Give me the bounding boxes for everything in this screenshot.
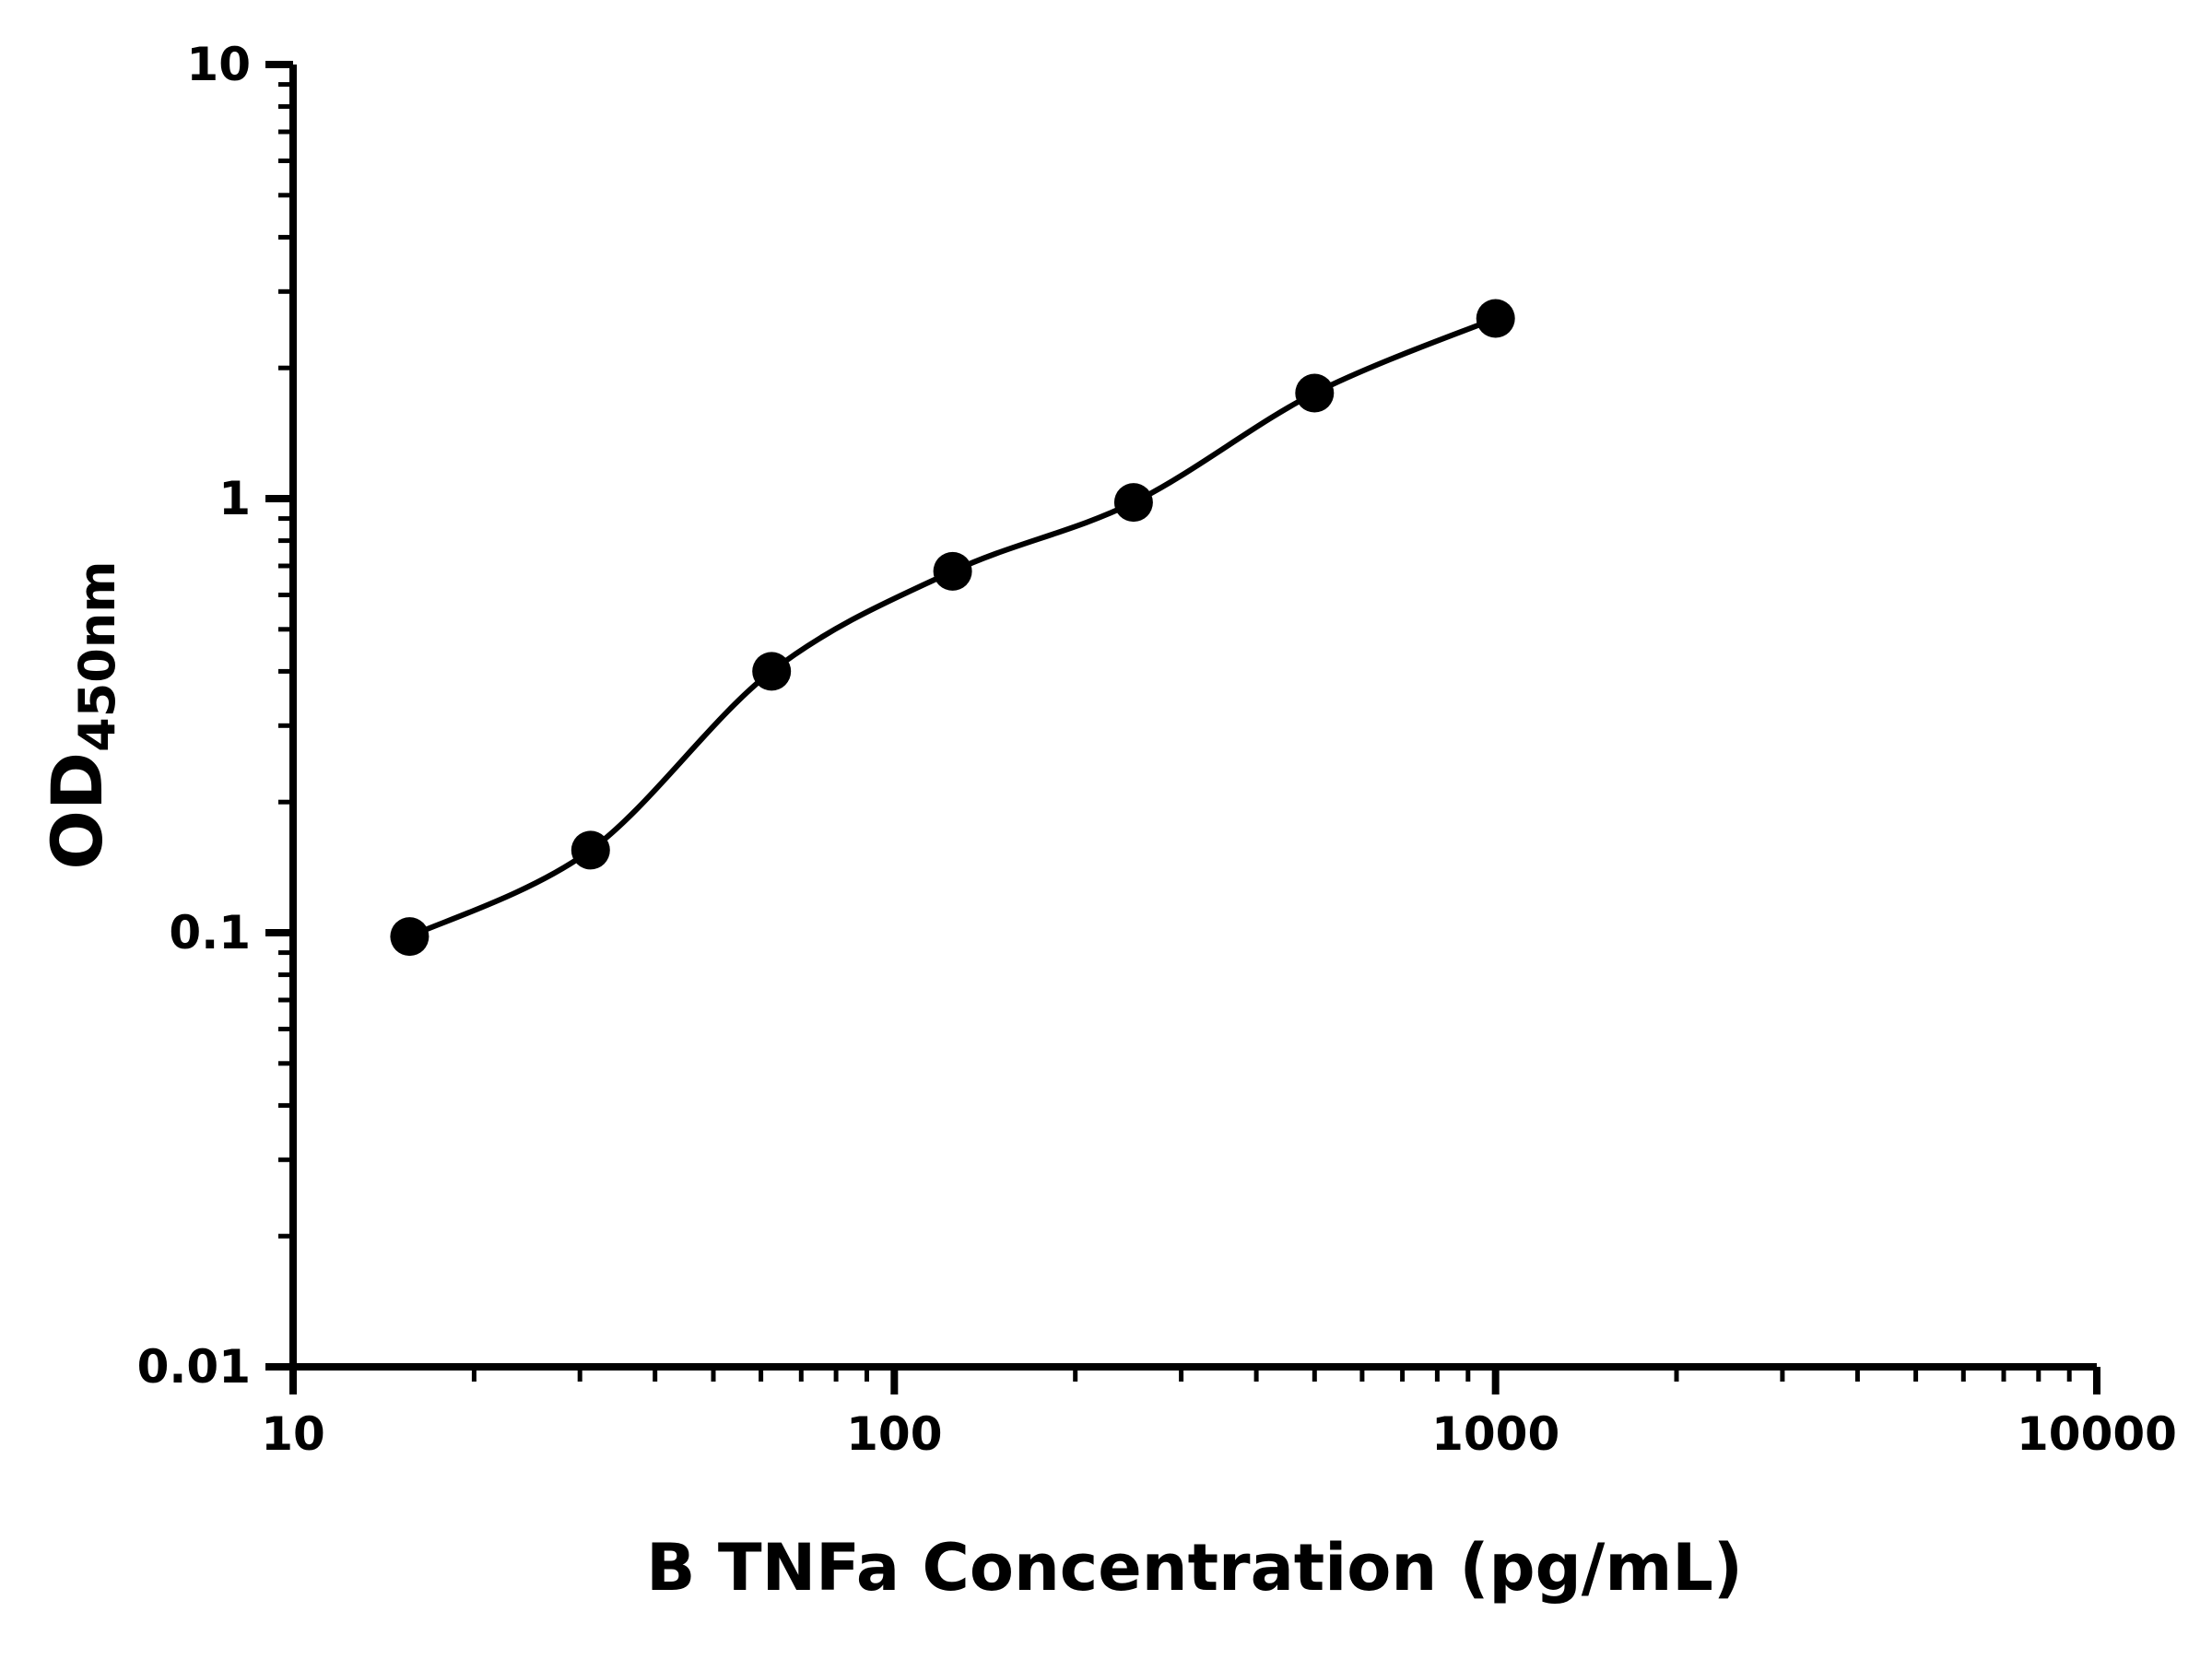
y-axis-label-main: OD — [36, 752, 118, 870]
y-tick-label: 0.1 — [169, 906, 251, 959]
x-axis-label: B TNFa Concentration (pg/mL) — [646, 1530, 1743, 1606]
x-tick-label: 1000 — [1431, 1407, 1559, 1461]
x-tick-label: 10000 — [2017, 1407, 2177, 1461]
y-tick-label: 0.01 — [137, 1340, 251, 1394]
x-tick-label: 100 — [846, 1407, 942, 1461]
data-point — [752, 652, 792, 691]
x-tick-label: 10 — [261, 1407, 325, 1461]
y-tick-label: 10 — [186, 38, 251, 91]
y-axis-label: OD450nm — [36, 560, 126, 869]
data-point — [571, 830, 610, 870]
data-point — [390, 917, 429, 957]
data-layer — [390, 299, 1515, 957]
y-tick-label: 1 — [218, 472, 251, 525]
y-axis-label-subscript: 450nm — [68, 560, 126, 751]
data-point — [933, 551, 972, 591]
data-point — [1295, 373, 1335, 413]
axes-layer: 10 100 1000 10000 10 1 0.1 0.01 — [137, 38, 2177, 1461]
data-point — [1476, 299, 1515, 338]
axis-lines — [289, 65, 2097, 1371]
data-point — [1113, 483, 1153, 523]
